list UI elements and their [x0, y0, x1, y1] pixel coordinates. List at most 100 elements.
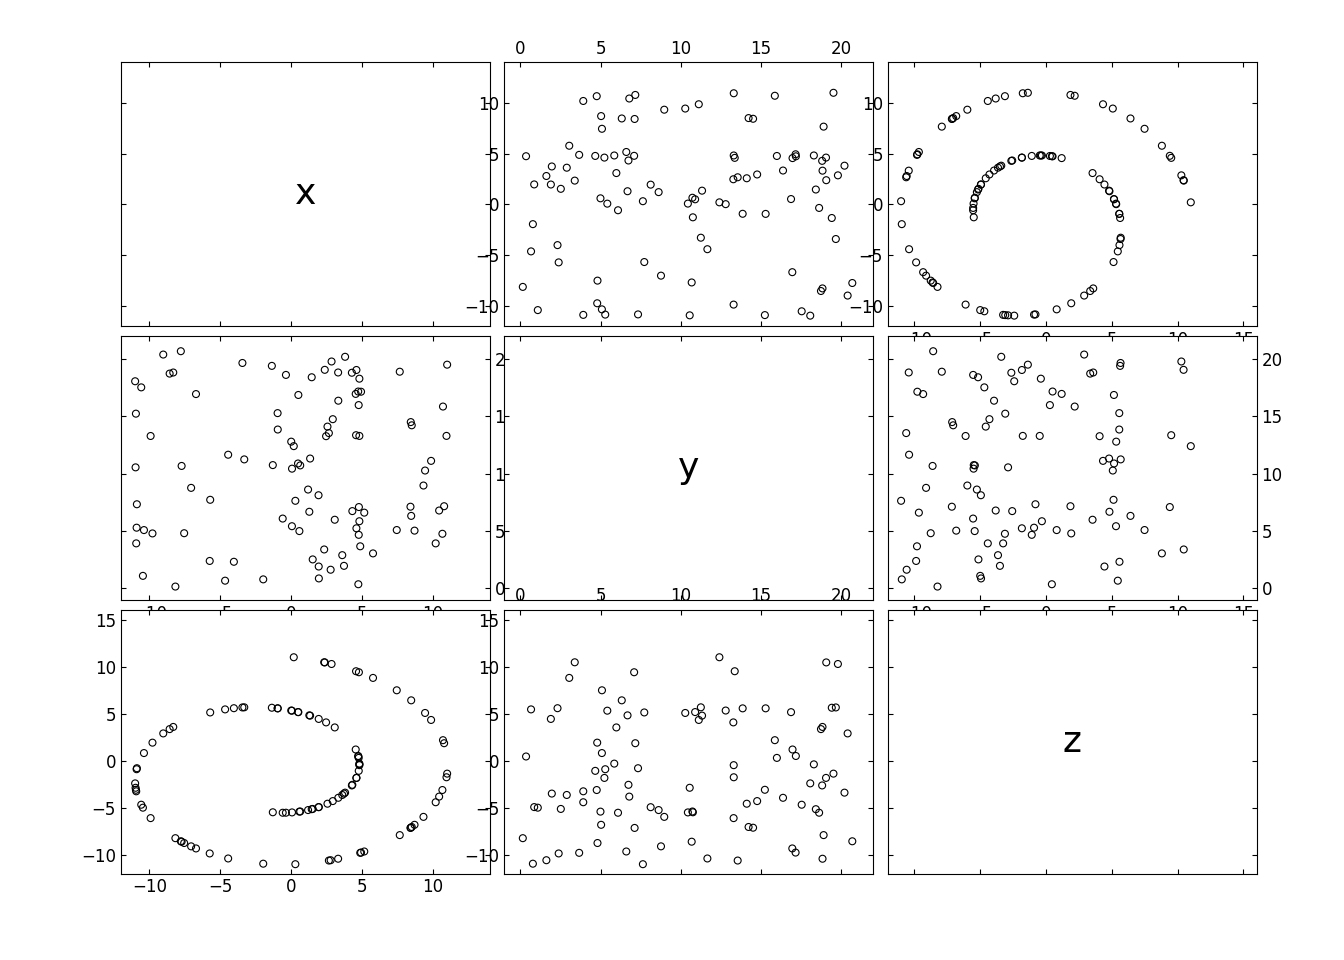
Point [433, 732, 454, 748]
Point [401, 508, 422, 523]
Point [812, 778, 833, 793]
Point [632, 856, 653, 872]
Point [332, 547, 353, 563]
Point [812, 852, 833, 867]
Point [1103, 254, 1125, 270]
Point [607, 203, 629, 218]
Point [603, 756, 625, 771]
Point [782, 841, 804, 856]
Point [559, 670, 581, 685]
Point [1089, 428, 1110, 444]
Point [348, 749, 370, 764]
Point [927, 279, 949, 295]
Point [435, 428, 457, 444]
Point [1059, 498, 1081, 514]
Point [941, 111, 962, 127]
Point [742, 111, 763, 127]
Point [837, 726, 859, 741]
Point [804, 148, 825, 163]
Point [171, 833, 192, 849]
Point [1089, 172, 1110, 187]
Point [812, 154, 833, 169]
Point [895, 170, 917, 185]
Point [970, 177, 992, 192]
Point [607, 805, 629, 821]
Point [349, 539, 371, 554]
Point [964, 209, 985, 225]
Point [781, 191, 802, 206]
Point [995, 307, 1016, 323]
Point [556, 787, 578, 803]
Point [1150, 138, 1172, 154]
Point [640, 177, 661, 192]
Point [1082, 280, 1103, 296]
Point [308, 488, 329, 503]
Point [231, 700, 253, 715]
Point [564, 173, 586, 188]
Point [1021, 527, 1043, 542]
Point [624, 111, 645, 127]
Point [991, 158, 1012, 174]
Point [1103, 192, 1125, 207]
Point [171, 834, 192, 850]
Point [1103, 387, 1125, 402]
Point [435, 770, 457, 785]
Point [808, 805, 829, 821]
Point [931, 364, 953, 379]
Point [738, 110, 759, 126]
Point [159, 366, 180, 381]
Point [173, 835, 195, 851]
Point [974, 171, 996, 186]
Point [542, 158, 563, 174]
Point [812, 280, 833, 296]
Point [977, 93, 999, 108]
Point [321, 354, 343, 370]
Point [164, 830, 185, 846]
Point [597, 703, 618, 718]
Point [617, 708, 638, 723]
Point [603, 148, 625, 163]
Point [353, 844, 375, 859]
Point [988, 160, 1009, 176]
Point [276, 368, 297, 383]
Point [585, 763, 606, 779]
Point [723, 810, 745, 826]
Point [171, 458, 192, 473]
Point [1012, 85, 1034, 101]
Point [810, 721, 832, 736]
Point [341, 365, 363, 380]
Point [970, 571, 992, 587]
Point [351, 384, 372, 399]
Point [515, 149, 536, 164]
Point [512, 279, 534, 295]
Point [684, 705, 706, 720]
Point [746, 167, 767, 182]
Point [548, 254, 570, 270]
Point [969, 302, 991, 318]
Point [320, 852, 341, 868]
Point [302, 802, 324, 817]
Point [816, 770, 837, 785]
Point [1160, 427, 1181, 443]
Point [715, 197, 737, 212]
Point [298, 504, 320, 519]
Point [995, 406, 1016, 421]
Point [298, 708, 320, 723]
Point [591, 683, 613, 698]
Point [628, 307, 649, 323]
Point [547, 701, 569, 716]
Point [388, 828, 410, 843]
Point [414, 463, 435, 478]
Point [616, 144, 637, 159]
Point [1106, 197, 1128, 212]
Point [433, 498, 454, 514]
Point [785, 149, 806, 164]
Point [348, 763, 370, 779]
Point [823, 766, 844, 781]
Point [1001, 153, 1023, 168]
Point [437, 766, 458, 781]
Point [591, 745, 613, 760]
Point [348, 499, 370, 515]
Point [1021, 148, 1043, 163]
Point [1046, 522, 1067, 538]
